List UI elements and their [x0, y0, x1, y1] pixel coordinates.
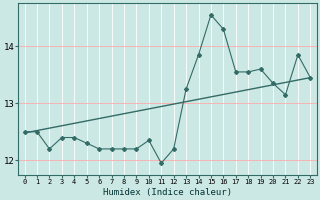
- X-axis label: Humidex (Indice chaleur): Humidex (Indice chaleur): [103, 188, 232, 197]
